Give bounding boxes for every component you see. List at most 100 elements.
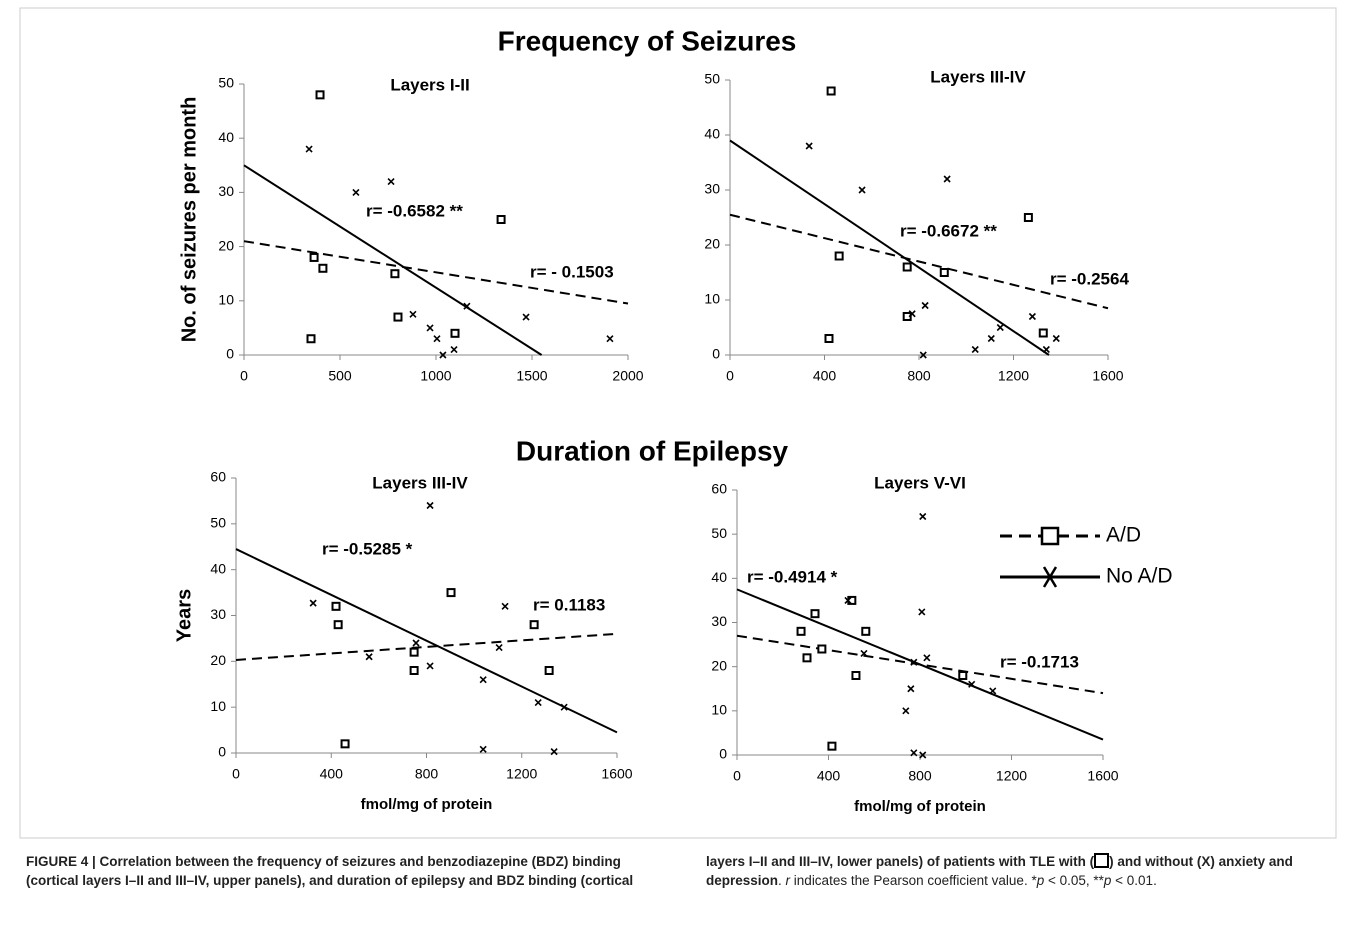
square-point	[409, 647, 419, 657]
square-point	[826, 86, 836, 96]
caption-text: ) and without (X) anxiety and depression	[706, 854, 1293, 888]
x-tick-label: 2000	[612, 368, 643, 384]
y-tick-label: 20	[704, 236, 720, 252]
r-annotation: r= - 0.1503	[530, 262, 614, 281]
square-point	[315, 90, 325, 100]
y-tick-label: 30	[711, 613, 727, 629]
x-point	[1042, 345, 1050, 354]
x-tick-label: 0	[733, 768, 741, 784]
x-point	[1052, 334, 1060, 343]
square-point	[450, 328, 460, 338]
figure-frame	[19, 7, 1337, 839]
regression-line	[243, 164, 543, 356]
y-tick-label: 30	[210, 606, 226, 622]
square-point	[802, 653, 812, 663]
panel-title: Layers I-II	[390, 75, 469, 94]
y-tick-label: 50	[704, 71, 720, 87]
square-point	[817, 644, 827, 654]
x-point	[908, 310, 916, 318]
square-point	[834, 251, 844, 261]
caption-text: < 0.05, **	[1044, 873, 1104, 888]
x-point	[987, 334, 995, 343]
legend-label: No A/D	[1106, 565, 1173, 588]
y-tick-label: 10	[218, 292, 234, 308]
x-point	[522, 313, 530, 321]
x-point	[352, 188, 360, 196]
x-point	[902, 707, 910, 715]
square-point	[796, 626, 806, 636]
y-tick-label: 50	[711, 525, 727, 541]
y-tick-label: 20	[210, 652, 226, 668]
x-point	[409, 310, 417, 318]
square-point	[446, 588, 456, 598]
r-annotation: r= -0.6672 **	[900, 221, 997, 240]
x-point	[550, 748, 558, 756]
regression-line	[736, 588, 1104, 741]
caption-text: r	[785, 873, 791, 888]
x-tick-label: 400	[817, 768, 841, 784]
x-point	[1028, 312, 1036, 321]
legend-marker	[1042, 566, 1058, 588]
x-axis-label: fmol/mg of protein	[854, 798, 986, 815]
r-annotation: r= -0.5285 *	[322, 539, 413, 558]
x-point	[495, 644, 503, 652]
x-point	[534, 699, 542, 707]
heading: Frequency of Seizures	[498, 25, 797, 56]
x-tick-label: 400	[813, 368, 837, 384]
y-tick-label: 0	[712, 346, 720, 362]
square-point	[861, 626, 871, 636]
x-tick-label: 800	[415, 766, 439, 782]
heading: Duration of Epilepsy	[516, 435, 789, 466]
x-point	[971, 345, 979, 354]
x-tick-label: 1200	[506, 766, 537, 782]
x-tick-label: 1600	[1092, 368, 1123, 384]
x-point	[907, 685, 915, 693]
square-point	[529, 620, 539, 630]
x-point	[921, 301, 929, 310]
square-point	[1038, 328, 1048, 338]
panel-title: Layers III-IV	[930, 67, 1026, 86]
x-point	[844, 596, 852, 604]
x-point	[923, 654, 931, 662]
x-point	[858, 186, 866, 194]
x-tick-label: 800	[907, 368, 931, 384]
y-tick-label: 40	[210, 560, 226, 576]
caption-text: FIGURE 4 | Correlation between the frequ…	[26, 854, 1095, 888]
square-point	[1023, 213, 1033, 222]
square-point	[409, 666, 419, 675]
r-annotation: r= -0.6582 **	[366, 201, 463, 220]
x-point	[463, 302, 471, 310]
y-tick-label: 0	[226, 346, 234, 362]
square-point	[331, 601, 341, 611]
caption-text: < 0.01.	[1111, 873, 1157, 888]
legend-marker	[1040, 526, 1060, 546]
x-tick-label: 1600	[1087, 768, 1118, 784]
y-axis-label: Years	[173, 589, 195, 642]
square-point	[333, 620, 343, 630]
panel-title: Layers V-VI	[874, 473, 966, 492]
y-tick-label: 30	[704, 181, 720, 197]
square-point	[810, 609, 820, 619]
square-point	[306, 334, 316, 344]
caption-text: .	[778, 873, 786, 888]
x-point	[919, 512, 927, 521]
regression-line	[729, 213, 1109, 310]
caption-text: p	[1036, 873, 1045, 888]
square-point	[939, 268, 949, 277]
square-point	[309, 252, 319, 262]
x-point	[918, 608, 926, 616]
x-point	[860, 649, 868, 657]
x-point	[560, 703, 568, 711]
x-tick-label: 1200	[996, 768, 1027, 784]
y-tick-label: 40	[711, 569, 727, 585]
x-point	[412, 639, 420, 647]
x-point	[426, 501, 434, 510]
r-annotation: r= -0.2564	[1050, 269, 1129, 288]
x-tick-label: 1500	[516, 368, 547, 384]
y-tick-label: 0	[218, 744, 226, 760]
square-point	[824, 334, 834, 343]
x-point	[479, 745, 487, 753]
x-point	[426, 662, 434, 670]
x-point	[433, 335, 441, 343]
